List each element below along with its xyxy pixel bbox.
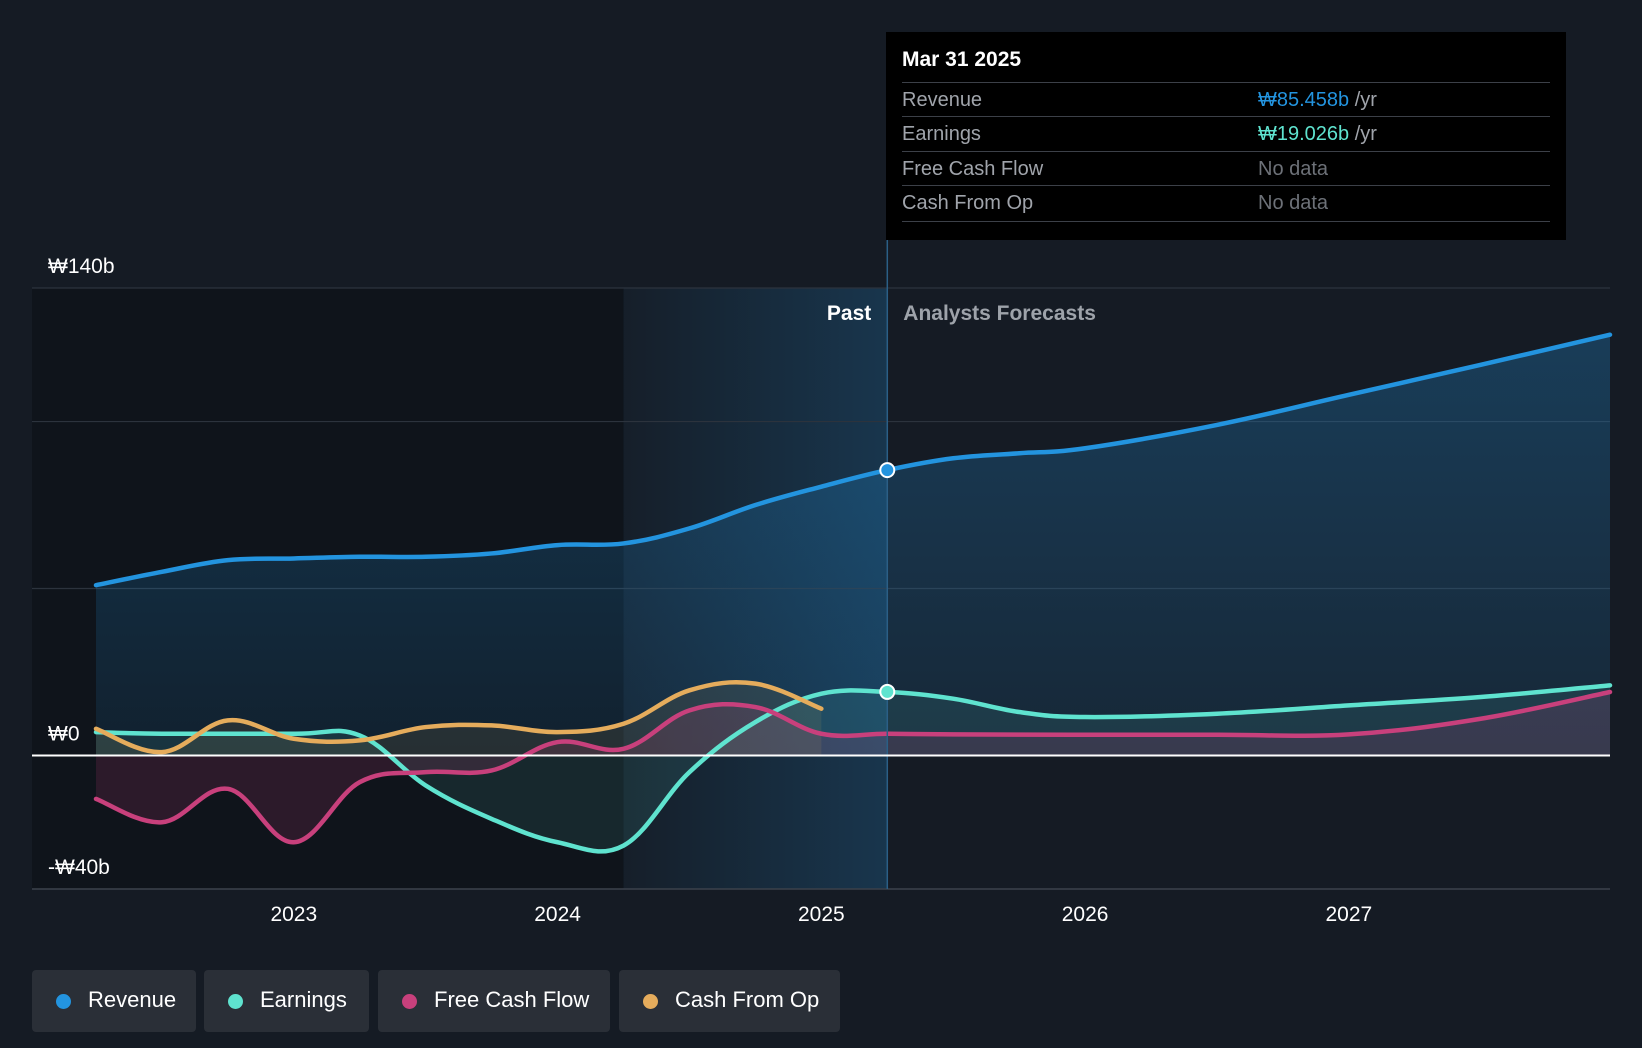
revenue-dot-icon xyxy=(56,994,71,1009)
free-cash-flow-dot-icon xyxy=(402,994,417,1009)
y-axis-label: ₩140b xyxy=(48,255,115,278)
tooltip-label: Revenue xyxy=(902,89,983,111)
cash-from-op-dot-icon xyxy=(643,994,658,1009)
tooltip: Mar 31 2025 Revenue ₩85.458b /yr Earning… xyxy=(886,32,1566,240)
earnings-value: ₩19.026b xyxy=(1258,123,1350,145)
x-axis-tick-label: 2025 xyxy=(798,903,845,926)
free-cash-flow-area xyxy=(96,692,1610,843)
tooltip-label: Free Cash Flow xyxy=(902,158,1044,180)
tooltip-value: ₩19.026b /yr xyxy=(1258,123,1377,146)
tooltip-label: Earnings xyxy=(902,123,981,145)
x-axis-tick-label: 2027 xyxy=(1326,903,1373,926)
revenue-highlight-point xyxy=(879,462,896,479)
legend-item-earnings[interactable]: Earnings xyxy=(204,970,369,1032)
unit: /yr xyxy=(1354,123,1377,145)
x-axis-labels: 2023 2024 2025 2026 2027 xyxy=(270,903,1372,926)
y-axis-label: -₩40b xyxy=(48,856,110,879)
legend-item-free-cash-flow[interactable]: Free Cash Flow xyxy=(378,970,610,1032)
x-axis-tick-label: 2023 xyxy=(270,903,317,926)
x-axis-tick-label: 2026 xyxy=(1062,903,1109,926)
cash-from-op-line xyxy=(93,680,824,755)
legend-item-cash-from-op[interactable]: Cash From Op xyxy=(619,970,840,1032)
past-label: Past xyxy=(827,302,871,325)
revenue-value: ₩85.458b xyxy=(1258,89,1350,111)
earnings-line xyxy=(93,683,1613,854)
forecast-label: Analysts Forecasts xyxy=(903,302,1096,325)
legend-label: Revenue xyxy=(88,987,177,1012)
unit: /yr xyxy=(1354,89,1377,111)
earnings-dot-icon xyxy=(228,994,243,1009)
y-axis-labels: ₩140b ₩0 -₩40b xyxy=(48,255,115,879)
revenue-area xyxy=(96,334,1610,756)
legend-label: Earnings xyxy=(260,987,347,1012)
highlight-points xyxy=(879,462,896,700)
legend-label: Cash From Op xyxy=(675,987,820,1012)
earnings-highlight-point xyxy=(879,683,896,700)
cash-from-op-area xyxy=(96,682,822,756)
legend-label: Free Cash Flow xyxy=(434,987,590,1012)
tooltip-row-earnings: Earnings ₩19.026b /yr xyxy=(902,116,1550,151)
x-axis-tick-label: 2024 xyxy=(534,903,581,926)
tooltip-row-cash-from-op: Cash From Op No data xyxy=(902,185,1550,220)
tooltip-value: No data xyxy=(1258,158,1329,180)
tooltip-value: No data xyxy=(1258,192,1329,214)
revenue-line xyxy=(93,332,1613,588)
legend-item-revenue[interactable]: Revenue xyxy=(32,970,196,1032)
tooltip-date: Mar 31 2025 xyxy=(902,48,1022,71)
tooltip-value: ₩85.458b /yr xyxy=(1258,89,1377,112)
tooltip-row-free-cash-flow: Free Cash Flow No data xyxy=(902,151,1550,186)
tooltip-divider xyxy=(902,221,1550,222)
free-cash-flow-line xyxy=(93,689,1613,845)
series-lines xyxy=(93,332,1613,854)
tooltip-label: Cash From Op xyxy=(902,192,1034,214)
y-axis-label: ₩0 xyxy=(48,722,80,745)
tooltip-row-revenue: Revenue ₩85.458b /yr xyxy=(902,82,1550,117)
